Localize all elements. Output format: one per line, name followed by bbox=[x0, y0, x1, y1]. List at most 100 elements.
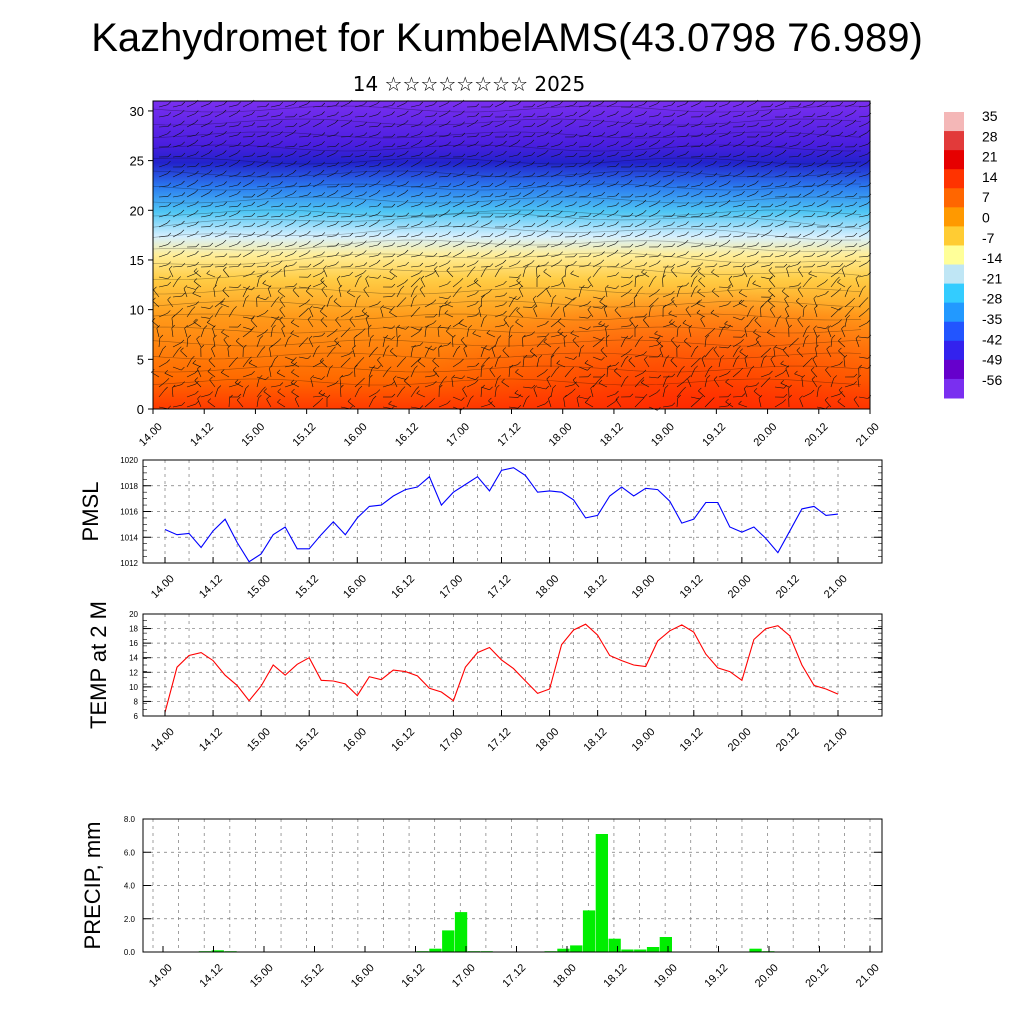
wind-barb bbox=[561, 278, 566, 288]
wind-barb-tick bbox=[755, 203, 760, 207]
wind-barb-tick bbox=[639, 286, 644, 290]
wind-barb-tick bbox=[447, 222, 452, 226]
wind-barb-tick bbox=[432, 270, 437, 274]
wind-barb bbox=[760, 193, 770, 198]
wind-barb bbox=[256, 185, 266, 188]
wind-barb-tick bbox=[251, 201, 256, 206]
wind-barb bbox=[242, 234, 252, 238]
wind-barb bbox=[614, 370, 622, 378]
wind-barb-tick bbox=[219, 305, 223, 310]
wind-barb-tick bbox=[769, 370, 773, 375]
wind-barb-tick bbox=[741, 201, 746, 206]
wind-barb bbox=[340, 235, 350, 238]
wind-barb-tick bbox=[321, 392, 326, 397]
wind-barb-tick bbox=[265, 171, 270, 176]
wind-barb-tick bbox=[276, 369, 281, 374]
wind-barb bbox=[844, 172, 854, 178]
wind-barb-tick bbox=[699, 212, 704, 217]
wind-barb bbox=[466, 365, 476, 368]
wind-barb bbox=[718, 286, 729, 288]
wind-barb bbox=[290, 333, 300, 338]
wind-barb-tick bbox=[797, 181, 801, 185]
wind-barb-tick bbox=[517, 274, 522, 278]
wind-barb bbox=[606, 103, 616, 108]
wind-barb-tick bbox=[600, 139, 605, 144]
wind-barb-tick bbox=[713, 102, 718, 107]
wind-barb bbox=[782, 350, 790, 358]
wind-barb-tick bbox=[634, 324, 639, 329]
wind-barb-tick bbox=[265, 262, 270, 267]
wind-barb-tick bbox=[167, 193, 172, 197]
wind-barb-tick bbox=[699, 143, 704, 147]
wind-barb bbox=[270, 223, 280, 228]
wind-barb-tick bbox=[763, 355, 767, 359]
wind-barb-tick bbox=[370, 334, 374, 339]
wind-barb bbox=[634, 202, 644, 208]
wind-barb bbox=[382, 216, 393, 218]
wind-barb bbox=[270, 271, 279, 278]
wind-barb bbox=[536, 203, 546, 208]
wind-barb bbox=[158, 313, 168, 318]
wind-barb-tick bbox=[530, 139, 535, 144]
wind-barb bbox=[620, 252, 630, 258]
wind-barb bbox=[214, 233, 224, 238]
wind-barb bbox=[774, 372, 784, 378]
wind-barb-tick bbox=[643, 163, 648, 167]
wind-barb-tick bbox=[570, 330, 574, 334]
wind-barb bbox=[606, 234, 616, 238]
wind-barb bbox=[843, 358, 846, 368]
wind-barb bbox=[564, 356, 574, 360]
wind-barb-tick bbox=[181, 220, 185, 225]
wind-barb-tick bbox=[824, 160, 829, 164]
wind-barb-tick bbox=[587, 326, 591, 330]
wind-barb-tick bbox=[385, 345, 390, 349]
wind-barb-tick bbox=[824, 200, 829, 204]
wind-barb bbox=[284, 132, 294, 138]
wind-barb-tick bbox=[335, 212, 340, 217]
wind-barb bbox=[228, 236, 239, 238]
wind-barb-tick bbox=[562, 304, 567, 309]
wind-barb bbox=[354, 215, 364, 218]
wind-barb bbox=[480, 176, 491, 178]
wind-barb bbox=[256, 278, 260, 288]
wind-barb-tick bbox=[223, 212, 228, 216]
wind-barb-tick bbox=[305, 287, 310, 292]
wind-barb bbox=[446, 270, 454, 278]
wind-barb-tick bbox=[741, 191, 745, 195]
wind-barb bbox=[444, 313, 454, 318]
wind-barb bbox=[760, 350, 768, 358]
wind-barb-tick bbox=[223, 122, 228, 126]
wind-barb bbox=[752, 283, 762, 288]
wind-barb bbox=[396, 123, 406, 128]
wind-barb bbox=[354, 164, 364, 168]
wind-barb-tick bbox=[516, 277, 520, 281]
wind-barb bbox=[668, 313, 678, 318]
wind-barb-tick bbox=[629, 274, 634, 279]
wind-barb bbox=[382, 338, 386, 348]
colorbar-swatch bbox=[944, 169, 964, 189]
wind-barb-tick bbox=[496, 384, 500, 389]
wind-barb-tick bbox=[419, 201, 423, 205]
wind-barb-tick bbox=[414, 285, 418, 290]
wind-barb bbox=[562, 308, 566, 318]
wind-barb-tick bbox=[699, 231, 703, 235]
plot-frame bbox=[142, 459, 883, 564]
wind-barb bbox=[480, 144, 490, 148]
wind-barb bbox=[452, 113, 462, 118]
wind-barb-tick bbox=[556, 346, 560, 351]
wind-barb-tick bbox=[167, 101, 171, 105]
wind-barb bbox=[347, 401, 356, 408]
wind-barb bbox=[298, 113, 308, 118]
wind-barb bbox=[221, 372, 230, 378]
wind-barb-tick bbox=[741, 272, 746, 276]
wind-barb-tick bbox=[780, 379, 785, 384]
wind-barb bbox=[220, 303, 230, 308]
y-tick-label: 16 bbox=[129, 639, 138, 648]
wind-barb bbox=[508, 203, 518, 208]
wind-barb-tick bbox=[848, 285, 852, 289]
wind-barb-tick bbox=[685, 150, 689, 155]
wind-barb-tick bbox=[587, 367, 591, 371]
wind-barb bbox=[200, 394, 210, 398]
wind-barb-tick bbox=[629, 163, 634, 168]
wind-barb bbox=[368, 255, 378, 258]
